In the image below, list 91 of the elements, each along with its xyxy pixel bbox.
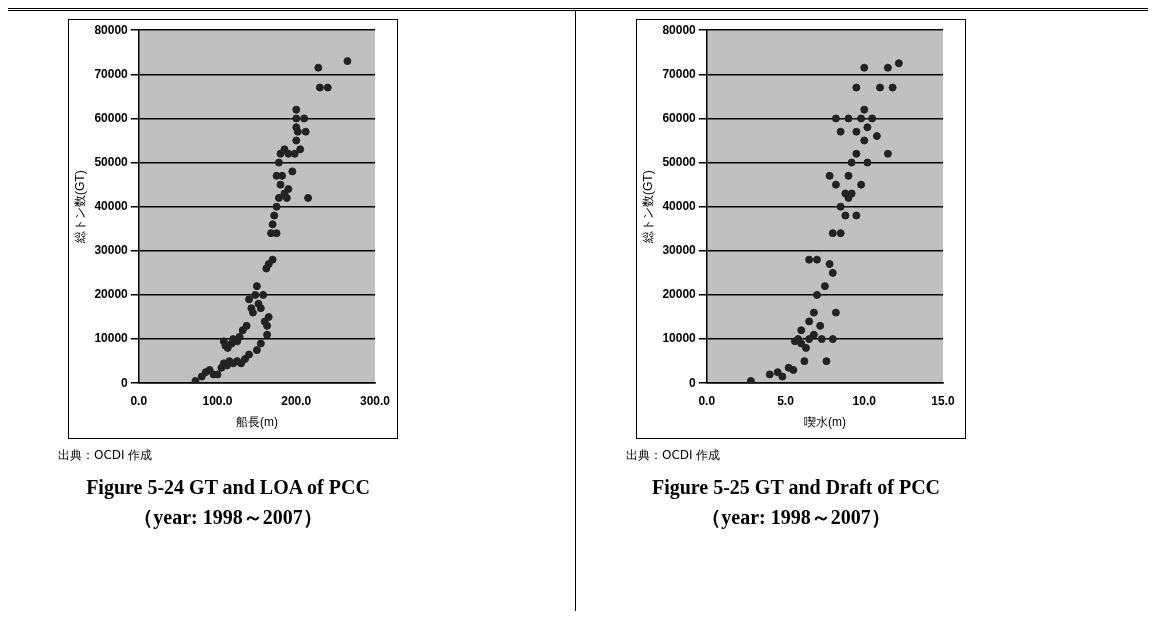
point — [836, 202, 845, 211]
text: Figure 5-24 GT and LOA of PCC — [85, 475, 371, 501]
y-tick-label: 70000 — [94, 66, 129, 81]
point — [813, 255, 822, 264]
y-tick-label: 40000 — [662, 199, 697, 214]
y-tick-label: 20000 — [94, 287, 129, 302]
point — [801, 343, 810, 352]
point — [773, 368, 782, 377]
point — [828, 335, 837, 344]
text: （year: 1998～2007） — [132, 505, 324, 531]
point — [857, 180, 866, 189]
point — [841, 189, 850, 198]
text: （year: 1998～2007） — [700, 505, 892, 531]
point — [844, 171, 853, 180]
point — [809, 330, 818, 339]
point — [828, 268, 837, 277]
point — [868, 114, 877, 123]
point — [872, 132, 881, 141]
y-tick-label: 10000 — [94, 331, 129, 346]
y-axis-title: 総トン数(GT) — [640, 170, 655, 245]
point — [852, 83, 861, 92]
x-axis-title: 喫水(m) — [803, 415, 846, 430]
point — [831, 180, 840, 189]
point — [805, 335, 814, 344]
source-note: 出典：OCDI 作成 — [626, 447, 722, 464]
y-tick-label: 80000 — [662, 22, 697, 37]
y-tick-label: 60000 — [662, 110, 697, 125]
y-tick-label: 30000 — [662, 243, 697, 258]
point — [825, 260, 834, 269]
point — [894, 59, 903, 68]
point — [828, 229, 837, 238]
point — [847, 189, 856, 198]
y-tick-label: 20000 — [662, 287, 697, 302]
point — [852, 149, 861, 158]
point — [860, 63, 869, 72]
point — [797, 339, 806, 348]
point — [836, 229, 845, 238]
x-tick-label: 300.0 — [359, 393, 391, 408]
point — [841, 211, 850, 220]
point — [883, 63, 892, 72]
x-axis-title: 船長(m) — [235, 415, 278, 430]
x-tick-label: 10.0 — [852, 393, 877, 408]
point — [765, 370, 774, 379]
x-tick-label: 0.0 — [130, 393, 148, 408]
point — [800, 357, 809, 366]
x-tick-label: 15.0 — [931, 393, 955, 408]
point — [863, 123, 872, 132]
point — [825, 171, 834, 180]
source-note: 出典：OCDI 作成 — [58, 447, 154, 464]
x-tick-label: 200.0 — [281, 393, 312, 408]
point — [778, 372, 787, 381]
point — [847, 158, 856, 167]
y-axis-title: 総トン数(GT) — [72, 170, 87, 245]
point — [888, 83, 897, 92]
point — [857, 114, 866, 123]
point — [797, 326, 806, 335]
point — [831, 308, 840, 317]
point — [817, 335, 826, 344]
y-tick-label: 50000 — [662, 154, 697, 169]
y-tick-label: 40000 — [94, 199, 129, 214]
point — [852, 127, 861, 136]
point — [863, 158, 872, 167]
point — [883, 149, 892, 158]
x-tick-label: 5.0 — [777, 393, 795, 408]
text: Figure 5-25 GT and Draft of PCC — [650, 475, 942, 501]
point — [746, 376, 755, 384]
point — [822, 357, 831, 366]
y-tick-label: 70000 — [662, 66, 697, 81]
y-tick-label: 80000 — [94, 22, 129, 37]
point — [809, 308, 818, 317]
point — [789, 365, 798, 374]
point — [860, 105, 869, 114]
point — [805, 317, 814, 326]
point — [836, 127, 845, 136]
point — [820, 282, 829, 291]
point — [805, 255, 814, 264]
point — [860, 136, 869, 145]
y-tick-label: 50000 — [94, 154, 129, 169]
y-tick-label: 0 — [689, 375, 697, 390]
point — [813, 290, 822, 299]
x-tick-label: 0.0 — [698, 393, 716, 408]
point — [844, 114, 853, 123]
y-tick-label: 0 — [121, 375, 129, 390]
y-tick-label: 10000 — [662, 331, 697, 346]
point — [876, 83, 885, 92]
point — [831, 114, 840, 123]
y-tick-label: 60000 — [94, 110, 129, 125]
point — [816, 321, 825, 330]
x-tick-label: 100.0 — [202, 393, 233, 408]
point — [852, 211, 861, 220]
y-tick-label: 30000 — [94, 243, 129, 258]
